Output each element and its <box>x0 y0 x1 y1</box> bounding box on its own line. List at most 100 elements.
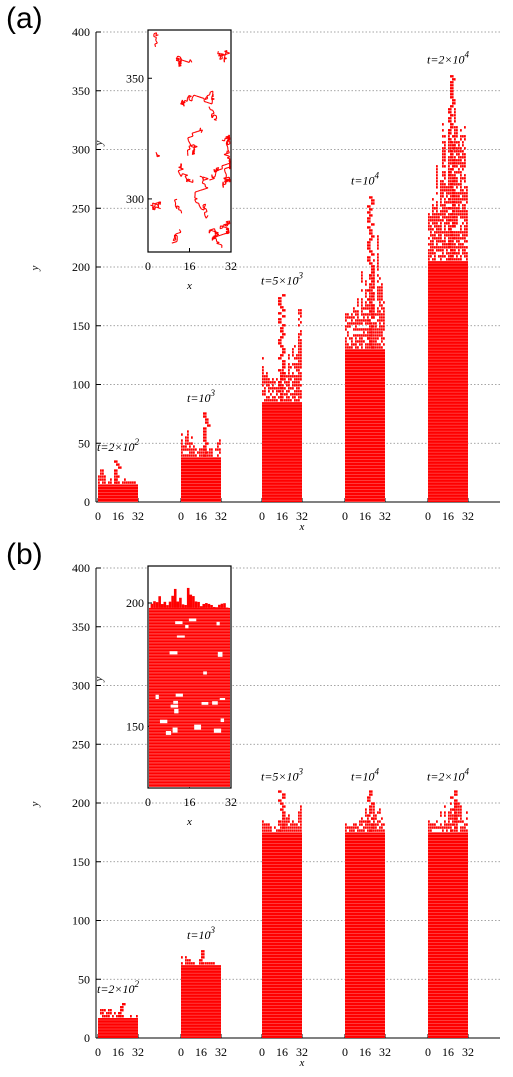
fringe-cell <box>456 222 458 224</box>
inset-deposit <box>149 588 230 787</box>
fringe-cell <box>379 322 381 324</box>
fringe-cell <box>436 219 438 221</box>
fringe-cell <box>440 228 442 230</box>
fringe-cell <box>213 962 215 964</box>
fringe-cell <box>448 189 450 191</box>
panel-label: (a) <box>6 2 43 36</box>
fringe-cell <box>458 144 460 146</box>
fringe-cell <box>460 156 462 158</box>
fringe-cell <box>290 826 292 828</box>
fringe-cell <box>122 1015 124 1017</box>
fringe-cell <box>444 234 446 236</box>
fringe-cell <box>371 817 375 819</box>
fringe-cell <box>377 265 379 267</box>
fringe-cell <box>452 144 456 146</box>
fringe-cell <box>355 346 357 348</box>
inset-hole <box>221 718 224 722</box>
fringe-cell <box>448 814 450 816</box>
fringe-cell <box>353 322 355 324</box>
fringe-cell <box>363 331 365 333</box>
fringe-cell <box>446 258 448 260</box>
fringe-cell <box>106 1015 108 1017</box>
fringe-cell <box>118 1015 122 1017</box>
fringe-cell <box>102 1009 104 1011</box>
fringe-cell <box>462 237 464 239</box>
fringe-cell <box>264 393 266 395</box>
fringe-cell <box>456 126 458 128</box>
fringe-cell <box>284 829 286 831</box>
inset-bump <box>202 604 205 608</box>
fringe-cell <box>280 330 284 332</box>
fringe-cell <box>440 237 442 239</box>
fringe-cell <box>379 316 381 318</box>
fringe-cell <box>432 198 434 200</box>
fringe-cell <box>126 481 128 483</box>
y-tick-label: 0 <box>84 1031 90 1045</box>
fringe-cell <box>345 343 347 345</box>
fringe-cell <box>442 171 444 173</box>
fringe-cell <box>454 198 456 200</box>
fringe-cell <box>359 340 361 342</box>
fringe-cell <box>442 243 444 245</box>
fringe-cell <box>365 808 367 810</box>
fringe-cell <box>357 829 359 831</box>
fringe-cell <box>430 234 432 236</box>
fringe-cell <box>296 829 298 831</box>
fringe-cell <box>353 334 355 336</box>
fringe-cell <box>466 817 468 819</box>
fringe-cell <box>377 334 379 336</box>
fringe-cell <box>456 246 458 248</box>
fringe-cell <box>357 301 359 303</box>
fringe-cell <box>454 219 456 221</box>
fringe-cell <box>298 372 300 374</box>
inset-hole <box>185 625 188 628</box>
fringe-cell <box>274 387 276 389</box>
fringe-cell <box>365 826 367 828</box>
fringe-cell <box>294 390 296 392</box>
fringe-cell <box>355 337 357 339</box>
fringe-cell <box>369 823 371 825</box>
fringe-cell <box>456 201 458 203</box>
fringe-cell <box>268 826 270 828</box>
fringe-cell <box>440 180 442 182</box>
fringe-cell <box>375 814 377 816</box>
fringe-cell <box>432 216 434 218</box>
fringe-cell <box>298 826 300 828</box>
fringe-cell <box>282 315 286 317</box>
fringe-cell <box>181 442 183 444</box>
fringe-cell <box>460 174 462 176</box>
fringe-cell <box>383 313 385 315</box>
fringe-cell <box>296 826 298 828</box>
deposit-fringe <box>181 950 215 964</box>
fringe-cell <box>379 346 381 348</box>
fringe-cell <box>367 307 369 309</box>
fringe-cell <box>458 207 460 209</box>
fringe-cell <box>300 372 302 374</box>
fringe-cell <box>355 340 357 342</box>
fringe-cell <box>452 817 454 819</box>
fringe-cell <box>442 240 444 242</box>
fringe-cell <box>458 814 460 816</box>
fringe-cell <box>438 213 440 215</box>
fringe-cell <box>458 808 460 810</box>
y-tick-label: 250 <box>72 201 90 215</box>
fringe-cell <box>377 346 379 348</box>
fringe-cell <box>448 231 450 233</box>
fringe-cell <box>450 168 454 170</box>
fringe-cell <box>286 817 288 819</box>
fringe-cell <box>377 823 379 825</box>
fringe-cell <box>272 396 274 398</box>
fringe-cell <box>450 255 454 257</box>
fringe-cell <box>266 372 268 374</box>
fringe-cell <box>373 283 375 285</box>
fringe-cell <box>300 378 302 380</box>
fringe-cell <box>446 207 448 209</box>
fringe-cell <box>446 243 448 245</box>
fringe-cell <box>444 174 446 176</box>
fringe-cell <box>369 250 373 252</box>
y-tick-label: 400 <box>72 561 90 575</box>
fringe-cell <box>452 258 454 260</box>
fringe-cell <box>436 240 438 242</box>
fringe-cell <box>100 475 102 477</box>
fringe-cell <box>355 343 357 345</box>
